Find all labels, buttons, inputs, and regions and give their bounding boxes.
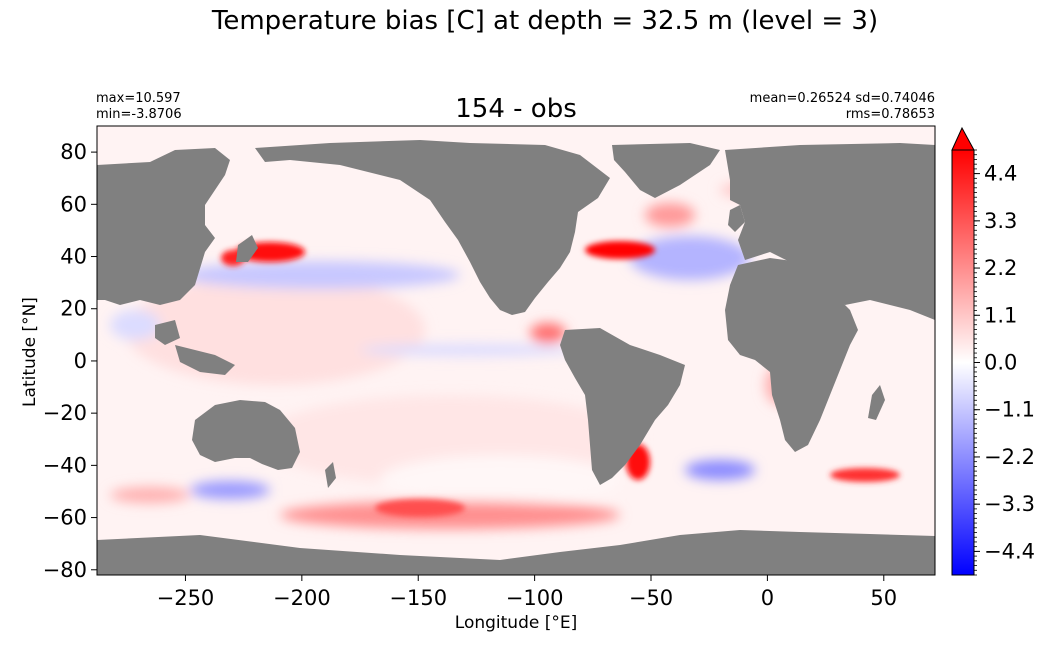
- colorbar-tick-label: 1.1: [984, 303, 1017, 327]
- land-antarctica: [97, 530, 935, 575]
- caribbean-warm-shape: [530, 323, 566, 343]
- land-madagascar: [868, 385, 885, 420]
- land-uk: [728, 205, 745, 232]
- y-tick-label: −20: [43, 401, 87, 425]
- stats-right: mean=0.26524 sd=0.74046 rms=0.78653: [750, 91, 935, 123]
- land-eurasia-east: [725, 143, 935, 320]
- colorbar-tick-label: −1.1: [984, 398, 1035, 422]
- stats-left: max=10.597 min=-3.8706: [96, 91, 182, 123]
- stat-min: min=-3.8706: [96, 107, 182, 122]
- land-japan: [236, 235, 258, 262]
- y-tick-label: −60: [43, 506, 87, 530]
- north-atlantic-cold-shape: [630, 236, 750, 280]
- colorbar-tick-label: −4.4: [984, 539, 1035, 563]
- north-pacific-cold-band-shape: [180, 261, 460, 289]
- colorbar-gradient: [951, 149, 975, 576]
- x-tick-label: −200: [273, 586, 331, 610]
- x-tick-label: 0: [761, 586, 774, 610]
- southern-warm-core-shape: [375, 499, 465, 517]
- southern-ocean-warm-shape: [280, 501, 620, 529]
- land-north-america: [255, 140, 610, 315]
- land-australia: [192, 400, 300, 470]
- colorbar: 4.4 3.3 2.2 1.1 0.0 −1.1 −2.2 −3.3 −4.4: [951, 126, 1035, 576]
- colorbar-tick-label: −2.2: [984, 445, 1035, 469]
- south-pacific-neutral: [380, 455, 620, 505]
- y-tick-label: −40: [43, 453, 87, 477]
- x-tick-label: −50: [629, 586, 673, 610]
- figure-suptitle: Temperature bias [C] at depth = 32.5 m (…: [211, 6, 879, 36]
- southern-indian-warm-shape: [110, 487, 190, 503]
- x-tick-label: −150: [389, 586, 447, 610]
- colorbar-tick-label: 0.0: [984, 351, 1017, 375]
- y-tick-label: 60: [60, 192, 87, 216]
- y-tick-label: −80: [43, 558, 87, 582]
- land-eurasia-west: [97, 148, 230, 305]
- colorbar-tick-label: 4.4: [984, 162, 1017, 186]
- x-tick-label: 50: [870, 586, 897, 610]
- x-tick-label: −250: [157, 586, 215, 610]
- colorbar-tick-label: 3.3: [984, 209, 1017, 233]
- equatorial-cold-shape: [360, 344, 580, 356]
- land-south-america: [560, 328, 685, 485]
- land-greenland: [612, 143, 720, 198]
- colorbar-tick-label: 2.2: [984, 256, 1017, 280]
- stat-mean-sd: mean=0.26524 sd=0.74046: [749, 91, 935, 106]
- labrador-warm-shape: [645, 203, 695, 227]
- x-axis-label: Longitude [°E]: [454, 613, 578, 633]
- land-borneo: [155, 320, 180, 345]
- x-axis-ticks: −250 −200 −150 −100 −50 0 50: [157, 575, 897, 610]
- y-axis-ticks: 80 60 40 20 0 −20 −40 −60 −80: [43, 140, 97, 582]
- land-new-zealand: [325, 462, 336, 488]
- plot-frame: [96, 125, 936, 576]
- land: [97, 140, 935, 575]
- x-tick-label: −100: [506, 586, 564, 610]
- y-tick-label: 40: [60, 245, 87, 269]
- y-tick-label: 20: [60, 297, 87, 321]
- stat-max: max=10.597: [96, 91, 181, 106]
- indian-cold-shape: [190, 481, 270, 499]
- indian-cool-shape: [110, 310, 160, 340]
- colorbar-extend-arrow: [951, 126, 975, 151]
- y-tick-label: 0: [74, 349, 87, 373]
- colorbar-tick-label: −3.3: [984, 492, 1035, 516]
- south-atlantic-cold-shape: [685, 460, 755, 480]
- map-field: [97, 126, 935, 575]
- axes-title: 154 - obs: [455, 94, 577, 124]
- stat-rms: rms=0.78653: [845, 107, 935, 122]
- colorbar-ticks: 4.4 3.3 2.2 1.1 0.0 −1.1 −2.2 −3.3 −4.4: [974, 162, 1035, 563]
- land-africa: [725, 258, 858, 452]
- land-indonesia: [175, 345, 235, 375]
- y-tick-label: 80: [60, 140, 87, 164]
- agulhas-shape: [830, 468, 900, 482]
- gulf-stream-shape: [585, 241, 655, 259]
